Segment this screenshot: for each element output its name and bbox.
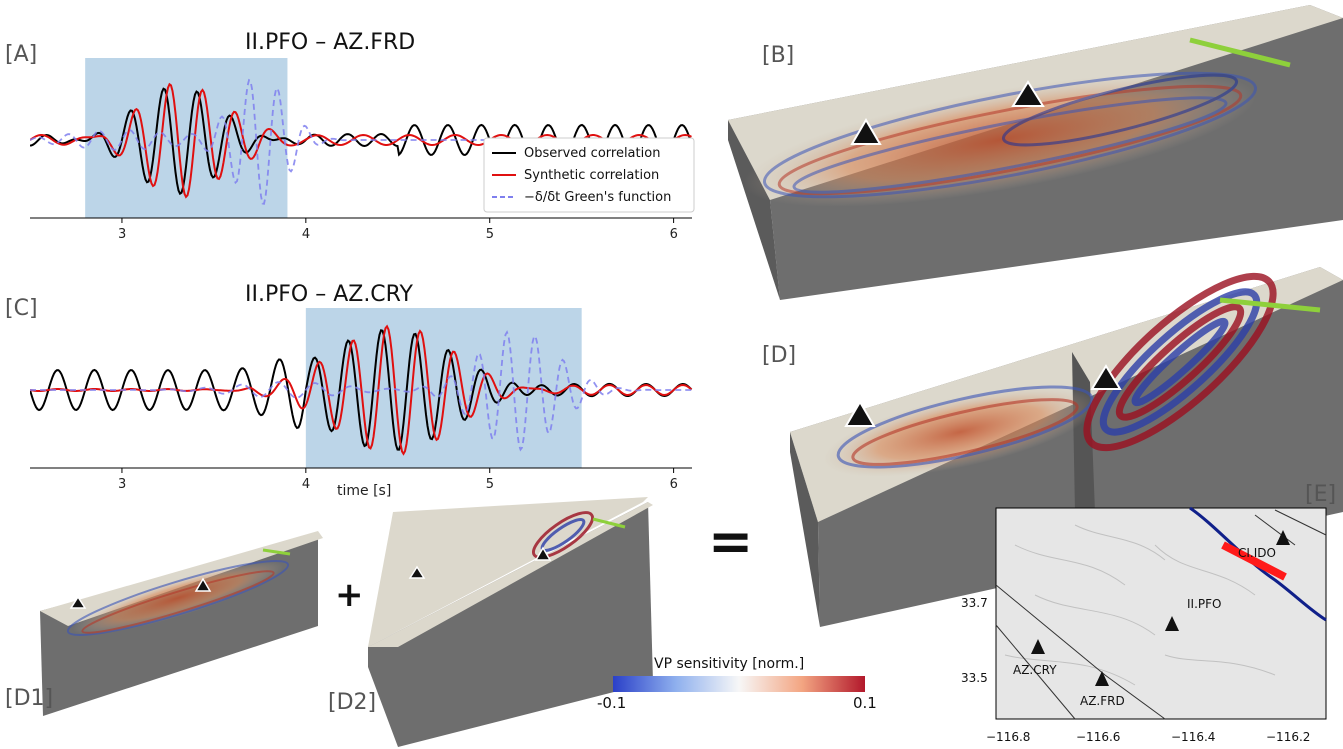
- chart-a: 3 4 5 6 Observed correlation Synthetic correl…: [30, 58, 695, 242]
- map-xtick-1: −116.8: [986, 730, 1030, 744]
- colorbar-title: VP sensitivity [norm.]: [654, 656, 805, 672]
- map-frame: [995, 507, 1327, 720]
- map-xtick-4: −116.2: [1266, 730, 1310, 744]
- chart-a-plot: 3 4 5 6 Observed correlation Synthetic correl…: [30, 58, 695, 242]
- station-pfo: [1165, 616, 1179, 631]
- block-d2: [368, 497, 653, 747]
- x-tick-label: 3: [118, 477, 126, 492]
- label-D1: [D1]: [5, 686, 54, 711]
- station-label-pfo: II.PFO: [1187, 597, 1221, 611]
- station-d1-1: [69, 595, 87, 609]
- map-ytick-2: 33.5: [961, 671, 988, 685]
- station-ido: [1276, 530, 1290, 545]
- station-d1-2: [194, 577, 212, 592]
- block-d-front: [790, 432, 820, 627]
- x-tick-label: 6: [670, 477, 678, 492]
- block-b: [728, 5, 1343, 300]
- label-C: [C]: [5, 296, 38, 321]
- block-d2-top-b: [368, 497, 648, 647]
- block-d2-top: [368, 502, 653, 647]
- station-d2-1: [408, 565, 426, 579]
- label-D2: [D2]: [328, 690, 377, 715]
- kernel-b-fringes: [762, 71, 1258, 199]
- kernel-d1: [72, 561, 284, 635]
- legend-entry: Observed correlation: [524, 146, 660, 161]
- x-tick-label: 5: [486, 227, 494, 242]
- series-2: [30, 330, 692, 452]
- station-d-2: [1090, 364, 1122, 390]
- kernel-d-left: [822, 387, 1098, 477]
- station-cry: [1031, 639, 1045, 654]
- label-A: [A]: [5, 42, 38, 67]
- map-xtick-2: −116.6: [1076, 730, 1120, 744]
- map-boundary: [1189, 506, 1327, 622]
- colorbar: [613, 676, 865, 692]
- label-E: [E]: [1305, 482, 1337, 507]
- x-axis-label: time [s]: [337, 483, 392, 499]
- station-frd: [1095, 671, 1109, 686]
- station-b-1: [850, 118, 882, 145]
- legend-entry: −δ/δt Green's function: [524, 190, 671, 205]
- kernel-b-red: [743, 73, 1257, 207]
- equals-sign: =: [708, 510, 754, 573]
- block-d2-side: [368, 502, 653, 747]
- plus-sign: +: [335, 575, 364, 615]
- block-d1: [40, 531, 323, 716]
- colorbar-min: -0.1: [597, 694, 627, 712]
- fault-b: [1189, 37, 1291, 68]
- station-d-1: [844, 400, 876, 427]
- map-ytick-1: 33.7: [961, 596, 988, 610]
- label-D: [D]: [762, 343, 797, 368]
- panel-a-title: II.PFO – AZ.FRD: [245, 30, 416, 55]
- x-tick-label: 3: [118, 227, 126, 242]
- legend-entry: Synthetic correlation: [524, 168, 659, 183]
- x-tick-label: 6: [670, 227, 678, 242]
- fault-d1: [262, 548, 291, 556]
- map-faults: [995, 509, 1327, 720]
- station-label-cry: AZ.CRY: [1013, 663, 1057, 677]
- fault-d2: [592, 517, 626, 529]
- map-relief: [1004, 524, 1276, 686]
- station-label-ido: CI.IDO: [1238, 546, 1276, 560]
- colorbar-max: 0.1: [853, 694, 877, 712]
- kernel-d-fringes-right: [1083, 272, 1277, 452]
- station-d2-2: [534, 546, 552, 561]
- map-rupture: [1221, 541, 1287, 581]
- kernel-d-fringes-left: [836, 385, 1094, 469]
- panel-c-title: II.PFO – AZ.CRY: [245, 282, 413, 307]
- x-tick-label: 4: [302, 227, 310, 242]
- kernel-d1-fringes: [66, 560, 290, 636]
- station-label-frd: AZ.FRD: [1080, 694, 1125, 708]
- x-tick-label: 4: [302, 477, 310, 492]
- x-tick-label: 5: [486, 477, 494, 492]
- station-b-2: [1011, 80, 1045, 107]
- chart-c: 3 4 5 6: [30, 308, 693, 492]
- block-b-front: [728, 120, 780, 300]
- series-0: [30, 87, 693, 196]
- chart-c-plot: 3 4 5 6: [30, 308, 693, 492]
- map: II.PFO CI.IDO AZ.CRY AZ.FRD 33.7 33.5 −1…: [961, 506, 1327, 744]
- fault-d: [1219, 297, 1321, 313]
- legend: [483, 137, 695, 213]
- map-xtick-3: −116.4: [1171, 730, 1215, 744]
- label-B: [B]: [762, 43, 795, 68]
